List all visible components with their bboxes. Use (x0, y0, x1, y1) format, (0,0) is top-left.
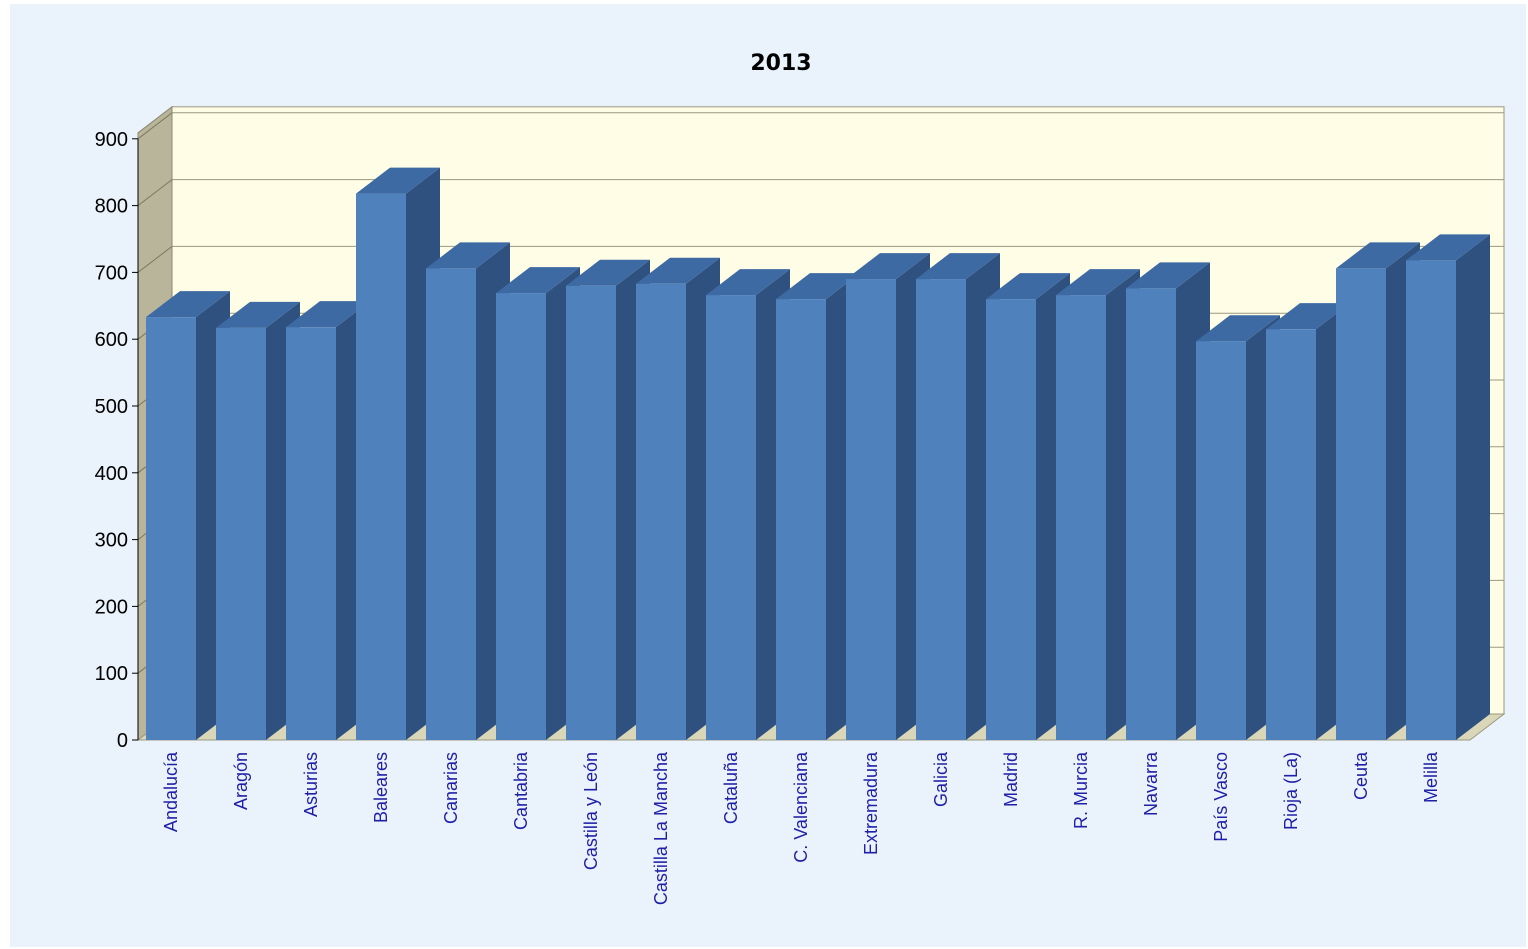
bar-top (636, 257, 720, 284)
bar-top (1406, 234, 1490, 261)
x-tick-label: Madrid (1001, 752, 1021, 807)
bar-front (846, 279, 896, 740)
x-tick-label: Extremadura (861, 751, 881, 855)
bar-top (1336, 242, 1420, 269)
bar-top (1056, 269, 1140, 296)
bar (1406, 234, 1490, 740)
bar-front (356, 193, 406, 741)
bar-top (1266, 303, 1350, 330)
bar-front (426, 268, 476, 740)
bar-front (1336, 268, 1386, 740)
y-tick-label: 500 (95, 396, 128, 418)
bar-front (1126, 288, 1176, 740)
bar-front (636, 283, 686, 740)
x-tick-label: Andalucía (161, 751, 181, 832)
gridline-side (137, 179, 173, 206)
x-axis-ticks: Andalucía Aragón Asturias Baleares Canarias C… (161, 751, 1441, 905)
x-tick-label: País Vasco (1211, 752, 1231, 842)
x-tick-label: Asturias (301, 752, 321, 817)
bar-front (916, 279, 966, 740)
bar-top (776, 273, 860, 300)
bar-top (496, 267, 580, 294)
x-tick-label: Navarra (1141, 751, 1161, 816)
bar-top (846, 253, 930, 280)
x-tick-label: Canarias (441, 752, 461, 824)
bars (146, 167, 1490, 741)
bar-top (286, 301, 370, 328)
bar-top (986, 273, 1070, 300)
bar-front (1406, 260, 1456, 740)
x-tick-label: Cantabria (511, 751, 531, 830)
bar-chart: 2013 0 100 200 300 400 500 600 700 800 900 Andalu… (95, 51, 1506, 905)
bar (1196, 315, 1280, 740)
x-tick-label: Cataluña (721, 751, 741, 824)
bar-top (216, 301, 300, 328)
bar-front (1196, 341, 1246, 740)
y-axis-ticks: 0 100 200 300 400 500 600 700 800 900 (95, 129, 139, 752)
chart-frame: 2013 0 100 200 300 400 500 600 700 800 900 Andalu… (10, 4, 1526, 947)
bar-top (1196, 315, 1280, 342)
gridline-side (137, 246, 173, 273)
bar-top (1126, 262, 1210, 289)
y-tick-label: 300 (95, 530, 128, 552)
x-tick-label: Melilla (1421, 751, 1441, 803)
x-tick-label: R. Murcia (1071, 751, 1091, 829)
chart-title: 2013 (750, 51, 811, 76)
x-tick-label: Aragón (231, 752, 251, 810)
x-tick-label: C. Valenciana (791, 751, 811, 863)
bar-front (706, 295, 756, 740)
bar-front (286, 327, 336, 740)
bar (566, 259, 650, 740)
x-tick-label: Rioja (La) (1281, 752, 1301, 830)
y-tick-label: 900 (95, 129, 128, 151)
bar-top (426, 242, 510, 269)
y-tick-label: 200 (95, 596, 128, 618)
y-tick-label: 400 (95, 463, 128, 485)
bar-front (216, 327, 266, 740)
x-tick-label: Galicia (931, 751, 951, 807)
y-tick-label: 700 (95, 262, 128, 284)
bar-front (1056, 295, 1106, 740)
bar-top (566, 259, 650, 286)
bar-top (146, 291, 230, 318)
bar (426, 242, 510, 740)
bar-top (706, 269, 790, 296)
y-tick-label: 0 (117, 730, 128, 752)
bar-front (566, 285, 616, 740)
y-tick-label: 100 (95, 663, 128, 685)
bar-top (356, 167, 440, 194)
y-tick-label: 800 (95, 196, 128, 218)
gridline-side (137, 112, 173, 140)
y-tick-label: 600 (95, 329, 128, 351)
bar-top (916, 253, 1000, 280)
x-tick-label: Castilla La Mancha (651, 751, 671, 905)
bar-side (1456, 234, 1490, 740)
bar-front (146, 317, 196, 740)
bar-front (496, 293, 546, 740)
bar-front (776, 299, 826, 740)
bar (916, 253, 1000, 740)
bar-front (1266, 329, 1316, 740)
x-tick-label: Baleares (371, 752, 391, 823)
x-tick-label: Ceuta (1351, 751, 1371, 800)
x-tick-label: Castilla y León (581, 752, 601, 870)
bar-front (986, 299, 1036, 740)
